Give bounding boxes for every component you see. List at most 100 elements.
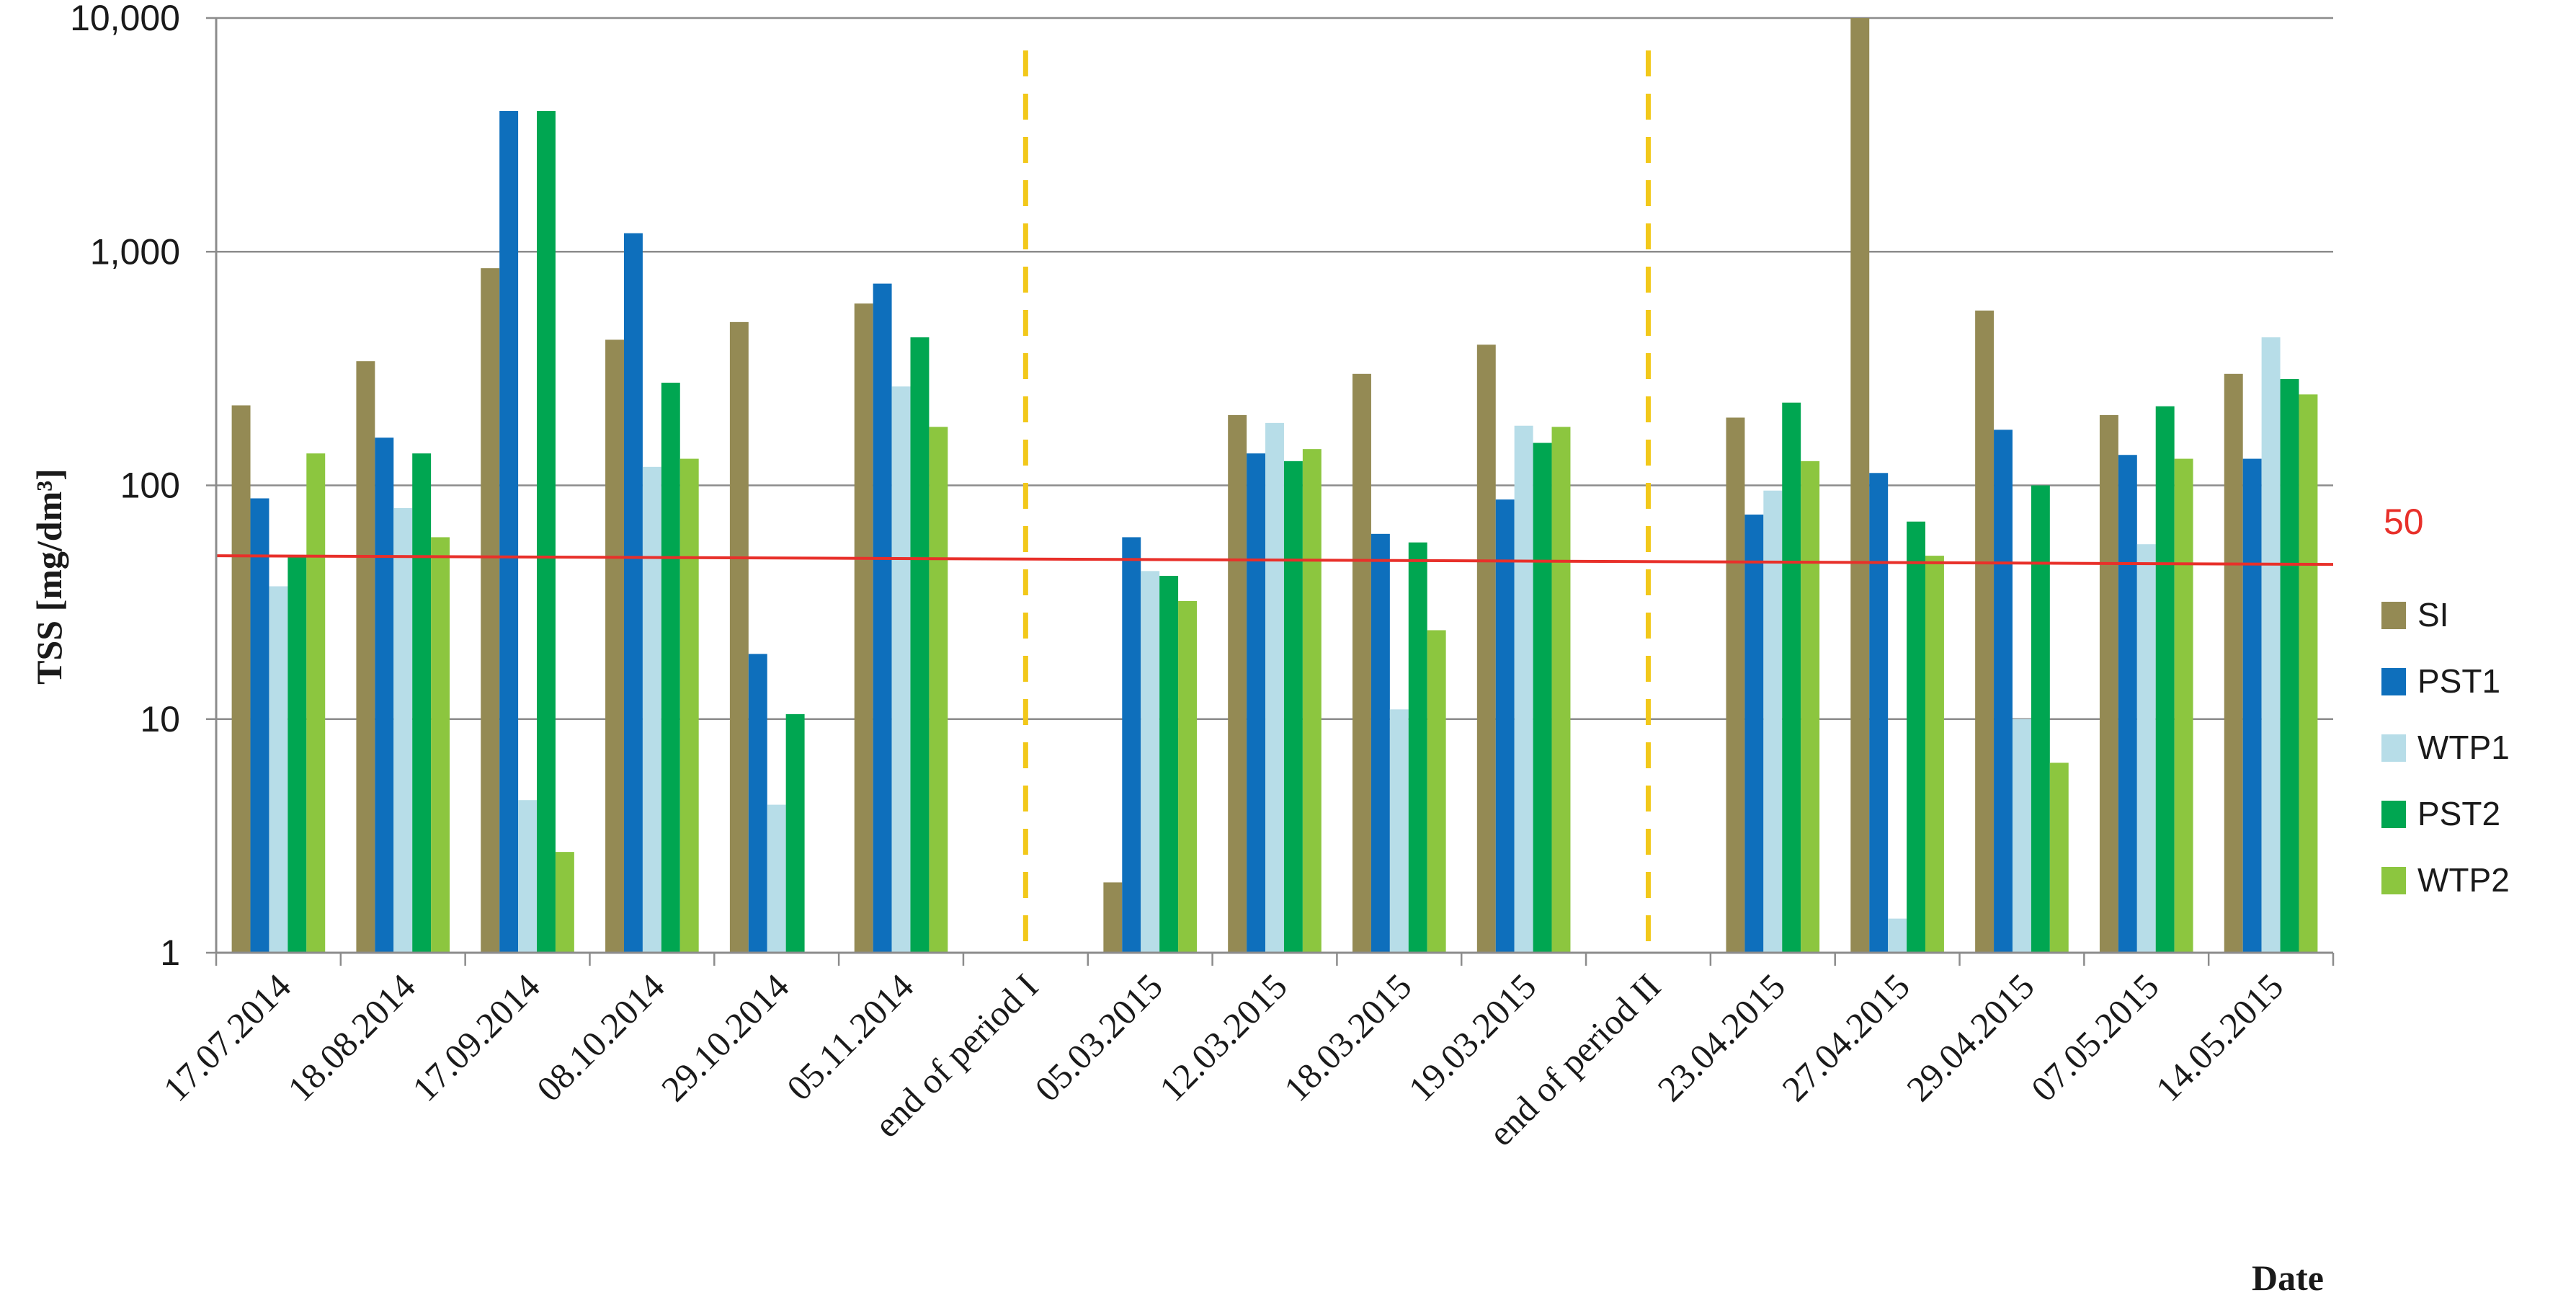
x-tick-label: 23.04.2015: [1649, 966, 1793, 1109]
legend: SI PST1 WTP1 PST2 WTP2: [2381, 596, 2510, 899]
bar-pst1: [623, 233, 643, 953]
bar-si: [605, 339, 624, 953]
bar-wtp2: [306, 453, 326, 953]
bar-pst1: [1247, 453, 1266, 953]
bar-pst2: [1408, 542, 1427, 953]
bar-wtp2: [1302, 449, 1322, 953]
legend-swatch-wtp2: [2381, 867, 2406, 894]
y-axis-title: TSS [mg/dm³]: [29, 468, 69, 685]
y-tick-label: 100: [120, 466, 180, 506]
x-tick-label: 29.04.2015: [1899, 966, 2042, 1109]
x-tick-label: 18.03.2015: [1276, 966, 1420, 1109]
bar-wtp2: [431, 537, 450, 953]
bar-si: [231, 405, 251, 953]
bar-wtp2: [1178, 600, 1197, 953]
bar-si: [2099, 414, 2118, 953]
bar-wtp1: [393, 507, 413, 953]
bar-pst2: [537, 111, 556, 953]
x-tick-label: 08.10.2014: [529, 966, 672, 1109]
x-tick-label: 29.10.2014: [654, 966, 797, 1109]
bar-si: [1476, 344, 1496, 953]
bar-pst1: [748, 654, 767, 953]
y-tick-label: 10,000: [70, 0, 180, 38]
bar-si: [356, 361, 375, 953]
legend-swatch-wtp1: [2381, 734, 2406, 762]
bar-si: [1975, 310, 1995, 953]
bar-si: [1103, 882, 1123, 953]
x-tick-label: 17.09.2014: [404, 966, 548, 1109]
bar-pst1: [375, 437, 394, 953]
bar-wtp2: [2299, 394, 2318, 953]
bar-si: [1228, 414, 1247, 953]
bar-si: [729, 321, 749, 953]
bar-pst1: [1371, 533, 1390, 953]
y-tick-label: 1,000: [90, 231, 180, 272]
bar-wtp2: [1551, 427, 1571, 953]
x-tick-label: 12.03.2015: [1151, 966, 1295, 1109]
x-tick-label: 17.07.2014: [155, 966, 298, 1109]
bar-wtp1: [2012, 719, 2031, 953]
bar-pst2: [1283, 461, 1303, 953]
bar-pst1: [499, 111, 519, 953]
legend-swatch-pst2: [2381, 801, 2406, 828]
bar-si: [1352, 373, 1371, 953]
bar-wtp1: [1265, 422, 1284, 953]
bar-wtp1: [2261, 337, 2281, 953]
bar-pst1: [1495, 499, 1515, 953]
bar-pst2: [2280, 379, 2299, 953]
bar-wtp1: [1141, 571, 1160, 953]
bar-wtp1: [767, 804, 786, 953]
axes: [215, 18, 2333, 954]
legend-label-pst1: PST1: [2417, 662, 2500, 700]
x-axis-title: Date: [2252, 1258, 2324, 1298]
bar-pst1: [2242, 458, 2262, 953]
reference-line: [215, 554, 2334, 566]
bar-wtp1: [642, 466, 661, 953]
bar-pst1: [1869, 473, 1889, 953]
bar-wtp1: [518, 800, 538, 953]
bar-pst2: [661, 383, 680, 953]
bar-pst1: [873, 283, 892, 953]
legend-swatch-pst1: [2381, 668, 2406, 695]
y-tick-label: 1: [160, 933, 180, 973]
x-tick-label: 05.03.2015: [1027, 966, 1170, 1109]
bar-si: [1726, 417, 1745, 953]
bar-pst2: [2155, 406, 2175, 953]
legend-label-pst2: PST2: [2417, 795, 2500, 832]
reference-line-label: 50: [2384, 502, 2424, 542]
x-tick-label: 14.05.2015: [2148, 966, 2291, 1109]
y-tick-label: 10: [140, 699, 180, 739]
period-markers: [1022, 50, 1651, 953]
bar-pst2: [1907, 521, 1926, 953]
legend-label-si: SI: [2417, 596, 2448, 633]
bar-si: [1850, 18, 1870, 953]
bar-wtp2: [2049, 762, 2069, 953]
bar-wtp2: [1925, 556, 1944, 953]
bar-pst1: [250, 498, 269, 953]
bar-pst2: [1533, 443, 1552, 953]
x-tick-label: 07.05.2015: [2023, 966, 2167, 1109]
legend-label-wtp2: WTP2: [2417, 861, 2510, 899]
bar-pst2: [1782, 402, 1801, 953]
x-tick-label: 18.08.2014: [280, 966, 423, 1109]
bar-pst2: [288, 556, 307, 953]
y-axis-ticks: 1 10 100 1,000 10,000: [70, 0, 216, 973]
legend-label-wtp1: WTP1: [2417, 729, 2510, 766]
bar-si: [2224, 373, 2243, 953]
bar-wtp2: [555, 852, 574, 953]
bar-wtp2: [929, 427, 948, 953]
bar-pst1: [1994, 430, 2013, 953]
bar-wtp1: [891, 386, 911, 953]
bar-wtp2: [1427, 630, 1446, 953]
bar-wtp2: [1801, 461, 1820, 953]
bar-si: [481, 268, 500, 953]
bar-pst1: [1744, 515, 1764, 953]
bar-wtp1: [1389, 709, 1409, 953]
bar-wtp1: [1763, 490, 1783, 953]
bar-wtp1: [1514, 425, 1533, 953]
bar-pst2: [1159, 576, 1179, 953]
x-tick-label: 27.04.2015: [1774, 966, 1917, 1109]
x-axis-ticks: 17.07.201418.08.201417.09.201408.10.2014…: [155, 953, 2335, 1154]
bar-pst2: [910, 337, 930, 953]
